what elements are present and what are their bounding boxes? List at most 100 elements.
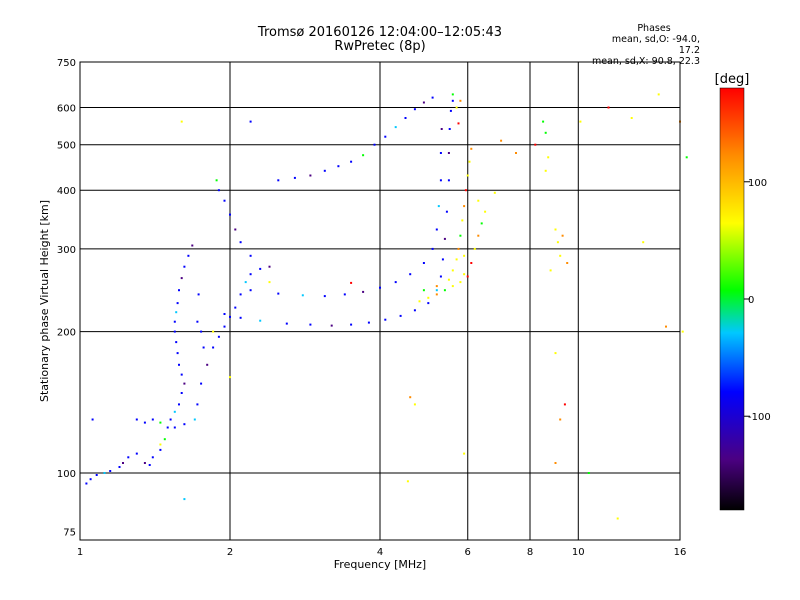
- data-point: [200, 382, 203, 385]
- x-tick-label: 1: [77, 547, 83, 558]
- colorbar-tick-label: -100: [748, 412, 771, 423]
- data-point: [431, 247, 434, 250]
- data-point: [169, 418, 172, 421]
- x-tick-label: 4: [377, 547, 383, 558]
- data-point: [85, 482, 88, 485]
- data-point: [176, 352, 179, 355]
- data-point: [685, 156, 688, 159]
- data-point: [249, 289, 252, 292]
- data-point: [191, 244, 194, 247]
- data-point: [217, 189, 220, 192]
- data-point: [159, 443, 162, 446]
- data-point: [437, 205, 440, 208]
- data-point: [451, 93, 454, 96]
- data-point: [443, 289, 446, 292]
- data-point: [183, 265, 186, 268]
- y-tick-label: 300: [57, 245, 76, 256]
- data-point: [151, 418, 154, 421]
- data-point: [323, 169, 326, 172]
- data-point: [193, 418, 196, 421]
- data-point: [379, 286, 381, 289]
- data-point: [461, 219, 464, 222]
- data-point: [630, 117, 633, 119]
- data-point: [277, 292, 280, 295]
- data-point: [455, 258, 458, 261]
- data-point: [178, 363, 180, 366]
- data-point: [563, 403, 566, 406]
- data-point: [464, 189, 467, 192]
- data-point: [559, 418, 562, 421]
- y-tick-label: 400: [57, 186, 76, 197]
- data-point: [122, 462, 124, 464]
- data-point: [239, 293, 242, 296]
- data-point: [665, 325, 667, 328]
- x-axis-label: Frequency [MHz]: [334, 558, 426, 571]
- data-point: [343, 293, 346, 296]
- data-point: [223, 325, 226, 328]
- data-point: [457, 122, 460, 125]
- data-point: [549, 269, 552, 272]
- data-point: [223, 313, 226, 315]
- data-point: [493, 191, 496, 194]
- data-point: [459, 234, 462, 237]
- data-point: [440, 128, 443, 130]
- data-point: [473, 247, 476, 250]
- data-point: [459, 281, 462, 284]
- data-point: [394, 281, 397, 284]
- data-point: [616, 517, 619, 520]
- data-point: [268, 265, 271, 268]
- y-tick-label: 600: [57, 104, 76, 115]
- data-point: [427, 302, 430, 305]
- data-point: [337, 165, 340, 168]
- plot-frame: [79, 61, 681, 541]
- data-point: [244, 281, 247, 284]
- data-point: [484, 210, 487, 213]
- data-point: [234, 306, 237, 309]
- data-point: [435, 289, 438, 292]
- y-axis: 75 100 200 300 400 500 600 750: [57, 58, 76, 539]
- y-tick-label: 75: [63, 528, 76, 539]
- data-point: [212, 346, 215, 349]
- data-point: [463, 273, 466, 276]
- data-point: [196, 320, 199, 323]
- data-point: [173, 320, 176, 323]
- data-point: [183, 382, 186, 385]
- data-point: [466, 174, 469, 177]
- y-tick-label: 100: [57, 469, 76, 480]
- data-point: [259, 319, 262, 322]
- data-point: [180, 392, 183, 394]
- data-point: [118, 466, 121, 468]
- data-point: [301, 294, 304, 297]
- data-point: [293, 176, 296, 179]
- data-point: [223, 199, 226, 202]
- data-point: [470, 147, 473, 150]
- data-point: [587, 472, 590, 474]
- data-point: [268, 281, 271, 284]
- data-point: [409, 396, 412, 399]
- data-point: [350, 281, 353, 284]
- data-point: [439, 152, 442, 154]
- data-point: [229, 213, 231, 216]
- data-point: [394, 126, 397, 129]
- data-point: [143, 462, 146, 464]
- data-point: [217, 335, 220, 338]
- chart-title: Tromsø 20160126 12:04:00–12:05:43: [257, 25, 503, 40]
- data-point: [544, 169, 547, 172]
- y-axis-label: Stationary phase Virtual Height [km]: [38, 200, 51, 402]
- data-point: [422, 101, 425, 104]
- data-point: [468, 160, 471, 163]
- x-tick-label: 8: [527, 547, 533, 558]
- data-point: [200, 330, 203, 333]
- data-point: [285, 322, 288, 325]
- data-point: [413, 309, 416, 312]
- data-point: [566, 262, 569, 264]
- data-point: [229, 315, 231, 318]
- data-point: [435, 293, 438, 296]
- data-point: [447, 179, 450, 182]
- data-point: [561, 234, 564, 237]
- data-point: [451, 99, 454, 102]
- y-tick-label: 500: [57, 141, 76, 152]
- data-point: [151, 456, 154, 459]
- data-point: [323, 295, 326, 298]
